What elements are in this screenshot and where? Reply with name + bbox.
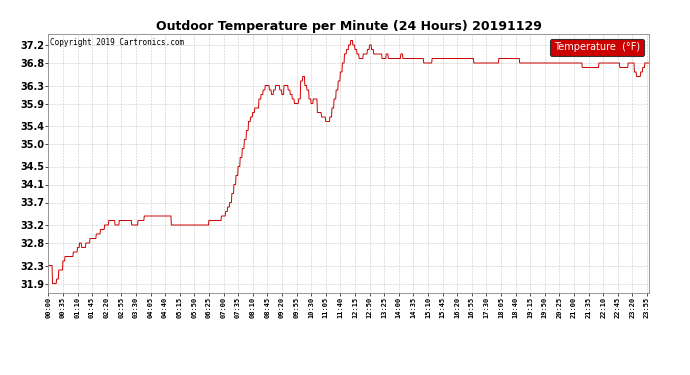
Legend: Temperature  (°F): Temperature (°F) <box>550 39 644 56</box>
Text: Copyright 2019 Cartronics.com: Copyright 2019 Cartronics.com <box>50 38 184 46</box>
Title: Outdoor Temperature per Minute (24 Hours) 20191129: Outdoor Temperature per Minute (24 Hours… <box>155 20 542 33</box>
